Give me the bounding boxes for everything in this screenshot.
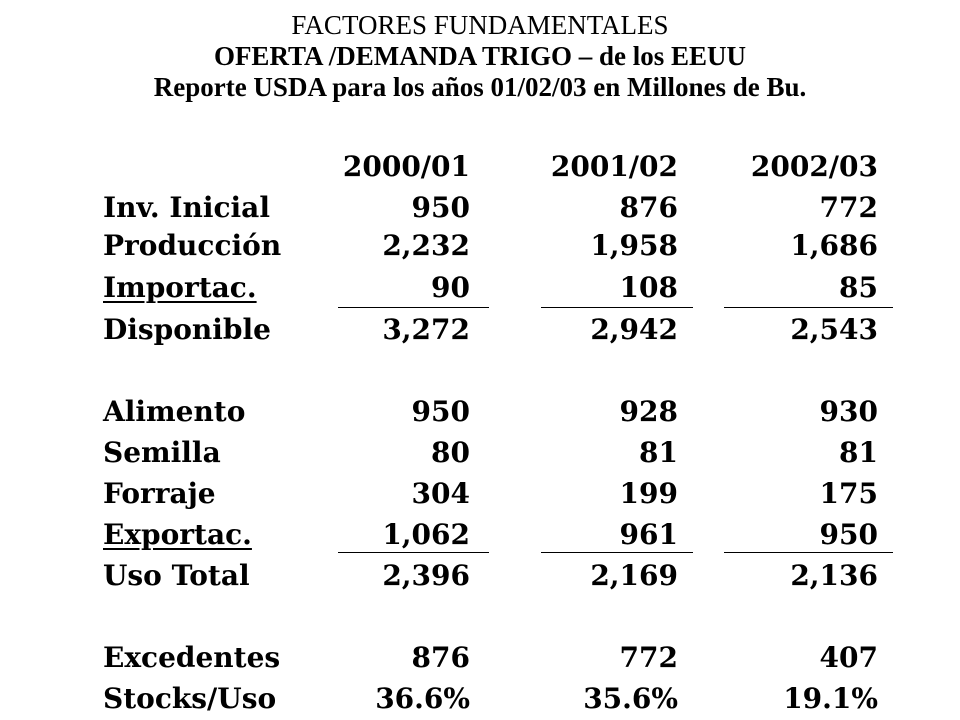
row-label: Alimento: [103, 395, 246, 428]
table-cell: 199: [619, 477, 678, 510]
subtotal-rule: [724, 307, 893, 308]
subtotal-rule: [338, 552, 489, 553]
header-title: FACTORES FUNDAMENTALES: [291, 10, 669, 40]
row-label: Uso Total: [103, 559, 250, 592]
table-cell: 950: [411, 191, 470, 224]
table-cell: 2,136: [790, 559, 878, 592]
column-header: 2001/02: [550, 150, 678, 183]
table-cell: 1,958: [590, 229, 678, 262]
table-cell: 772: [619, 641, 678, 674]
table-cell: 2,169: [590, 559, 678, 592]
row-label: Disponible: [103, 313, 271, 346]
table-cell: 876: [619, 191, 678, 224]
header-subtitle: OFERTA /DEMANDA TRIGO – de los EEUU: [213, 41, 747, 71]
row-label: Stocks/Uso: [103, 682, 277, 715]
table-cell: 950: [411, 395, 470, 428]
subtotal-rule: [724, 552, 893, 553]
table-cell: 930: [819, 395, 878, 428]
table-cell: 961: [619, 518, 678, 551]
table-cell: 35.6%: [583, 682, 678, 715]
subtotal-rule: [541, 307, 693, 308]
table-cell: 772: [819, 191, 878, 224]
table-cell: 2,396: [382, 559, 470, 592]
column-header: 2000/01: [342, 150, 470, 183]
table-cell: 876: [411, 641, 470, 674]
table-cell: 304: [411, 477, 470, 510]
table-cell: 80: [431, 436, 470, 469]
row-label: Inv. Inicial: [103, 191, 270, 224]
table-cell: 81: [839, 436, 878, 469]
table-cell: 85: [839, 271, 878, 304]
page-header: FACTORES FUNDAMENTALES OFERTA /DEMANDA T…: [0, 10, 960, 103]
table-cell: 2,232: [382, 229, 470, 262]
table-cell: 175: [819, 477, 878, 510]
subtotal-rule: [541, 552, 693, 553]
table-cell: 36.6%: [375, 682, 470, 715]
table-cell: 81: [639, 436, 678, 469]
row-label: Producción: [103, 229, 282, 262]
column-header: 2002/03: [750, 150, 878, 183]
header-report-note: Reporte USDA para los años 01/02/03 en M…: [153, 72, 807, 102]
table-cell: 2,942: [590, 313, 678, 346]
table-cell: 2,543: [790, 313, 878, 346]
table-cell: 950: [819, 518, 878, 551]
row-label: Excedentes: [103, 641, 281, 674]
table-cell: 1,062: [382, 518, 470, 551]
table-cell: 90: [431, 271, 470, 304]
row-label: Forraje: [103, 477, 216, 510]
row-label: Importac.: [103, 271, 257, 304]
table-cell: 1,686: [790, 229, 878, 262]
table-cell: 19.1%: [783, 682, 878, 715]
table-cell: 108: [619, 271, 678, 304]
row-label: Exportac.: [103, 518, 252, 551]
table-cell: 928: [619, 395, 678, 428]
row-label: Semilla: [103, 436, 221, 469]
table-cell: 3,272: [382, 313, 470, 346]
subtotal-rule: [338, 307, 489, 308]
table-cell: 407: [819, 641, 878, 674]
